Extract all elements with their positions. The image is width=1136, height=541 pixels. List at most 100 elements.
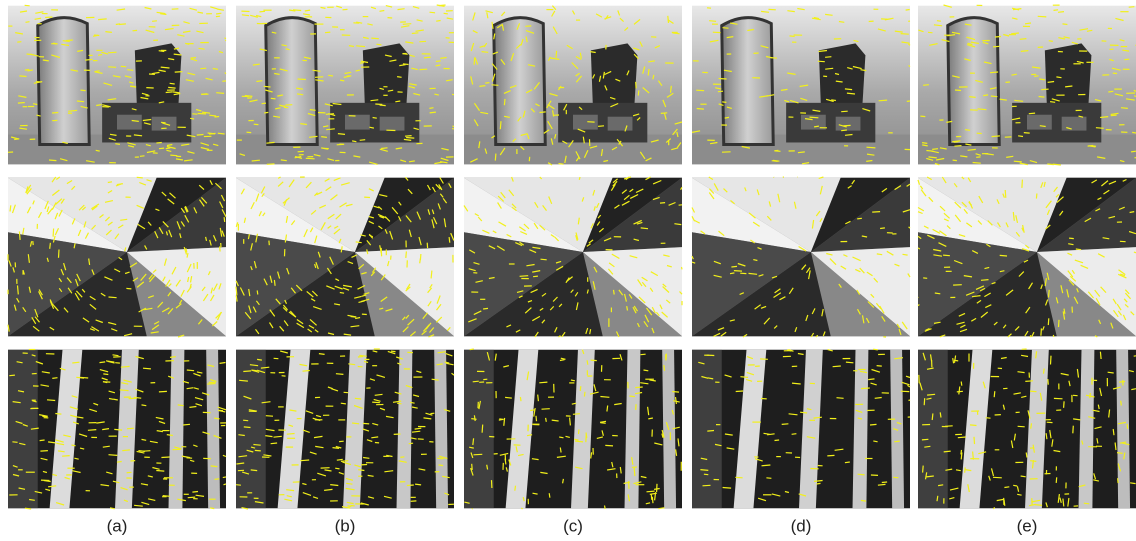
flow-arrow: [356, 242, 362, 243]
flow-arrow: [894, 441, 900, 442]
flow-arrow: [76, 377, 84, 378]
flow-arrow: [641, 354, 646, 355]
flow-arrow: [88, 430, 96, 431]
flow-arrow: [1059, 320, 1060, 327]
flow-arrow: [251, 470, 258, 471]
flow-arrow: [868, 379, 874, 380]
flow-arrow: [846, 362, 854, 363]
flow-arrow: [725, 117, 729, 118]
flow-arrow: [559, 164, 564, 165]
flow-arrow: [580, 386, 581, 391]
flow-arrow: [814, 126, 819, 127]
flow-arrow: [62, 456, 70, 457]
flow-arrow: [731, 266, 737, 267]
flow-arrow: [298, 79, 306, 80]
flow-arrow: [437, 458, 443, 459]
flow-arrow: [114, 429, 122, 430]
flow-arrow: [430, 12, 436, 13]
flow-arrow: [1096, 128, 1104, 129]
flow-arrow: [98, 55, 102, 56]
flow-arrow: [281, 160, 287, 161]
flow-arrow: [641, 228, 648, 229]
flow-arrow: [96, 150, 100, 151]
flow-arrow: [867, 147, 876, 148]
flow-arrow: [723, 488, 732, 489]
flow-arrow: [27, 54, 33, 55]
flow-arrow: [216, 93, 224, 94]
flow-arrow: [973, 163, 981, 164]
image-panel: [692, 177, 910, 337]
panel-label: (d): [791, 516, 812, 535]
flow-arrow: [12, 442, 17, 443]
flow-arrow: [994, 391, 995, 397]
flow-arrow: [766, 478, 771, 479]
labels: (a)(b)(c)(d)(e): [107, 516, 1038, 535]
flow-arrow: [239, 380, 248, 381]
flow-arrow: [1056, 77, 1061, 78]
flow-arrow: [360, 140, 366, 141]
flow-arrow: [923, 466, 924, 473]
flow-arrow: [66, 40, 73, 41]
flow-arrow: [215, 117, 220, 118]
flow-arrow: [63, 41, 70, 42]
flow-arrow: [257, 290, 258, 294]
flow-arrow: [109, 399, 113, 400]
flow-arrow: [579, 177, 580, 180]
flow-arrow: [954, 360, 958, 361]
flow-arrow: [664, 365, 665, 371]
flow-arrow: [927, 394, 935, 395]
flow-arrow: [920, 116, 925, 117]
flow-arrow: [430, 112, 436, 113]
flow-arrow: [1021, 476, 1026, 477]
flow-arrow: [600, 397, 609, 398]
flow-arrow: [877, 366, 882, 367]
flow-arrow: [1069, 238, 1074, 239]
flow-arrow: [709, 21, 716, 22]
flow-arrow: [560, 448, 561, 453]
flow-arrow: [19, 231, 20, 240]
flow-arrow: [175, 72, 183, 73]
flow-arrow: [409, 443, 413, 444]
flow-arrow: [882, 482, 887, 483]
flow-arrow: [161, 457, 169, 458]
flow-arrow: [50, 243, 51, 249]
flow-arrow: [841, 111, 848, 112]
flow-arrow: [861, 388, 870, 389]
flow-arrow: [1130, 483, 1136, 484]
flow-arrow: [412, 33, 419, 34]
flow-arrow: [1129, 7, 1135, 8]
flow-arrow: [238, 435, 244, 436]
flow-arrow: [837, 398, 844, 399]
flow-arrow: [328, 75, 333, 76]
flow-arrow: [81, 90, 86, 91]
flow-arrow: [570, 418, 571, 426]
flow-arrow: [473, 381, 479, 382]
flow-arrow: [1018, 136, 1023, 137]
flow-arrow: [1053, 335, 1054, 337]
image-panel: [8, 5, 226, 164]
flow-arrow: [1058, 12, 1064, 13]
flow-arrow: [922, 439, 929, 440]
flow-arrow: [1005, 190, 1006, 198]
flow-arrow: [954, 142, 959, 143]
flow-arrow: [538, 395, 539, 402]
image-panel: [8, 177, 226, 337]
flow-arrow: [873, 349, 878, 350]
flow-arrow: [880, 228, 885, 229]
flow-arrow: [215, 479, 220, 480]
flow-arrow: [504, 418, 505, 426]
flow-arrow: [587, 360, 588, 364]
flow-arrow: [995, 37, 1001, 38]
flow-arrow: [1048, 379, 1049, 385]
flow-arrow: [19, 76, 26, 77]
flow-arrow: [138, 451, 145, 452]
flow-arrow: [991, 96, 998, 97]
flow-arrow: [470, 349, 474, 350]
flow-arrow: [1000, 255, 1007, 256]
flow-arrow: [515, 486, 516, 491]
flow-arrow: [792, 434, 797, 435]
flow-arrow: [1044, 369, 1045, 374]
flow-arrow: [471, 419, 476, 420]
flow-arrow: [473, 438, 474, 445]
image-panel: [918, 349, 1136, 509]
